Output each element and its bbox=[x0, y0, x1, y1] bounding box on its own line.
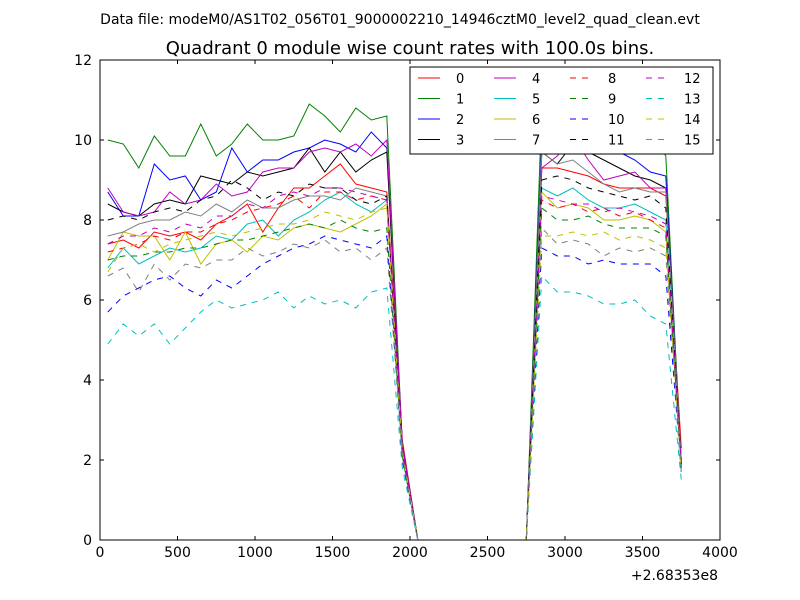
x-offset-label: +2.68353e8 bbox=[631, 568, 718, 584]
y-tick-label: 8 bbox=[83, 213, 92, 229]
legend-entry-15: 15 bbox=[646, 134, 701, 149]
legend-label: 9 bbox=[608, 93, 616, 108]
series-line-10 bbox=[107, 235, 682, 541]
legend-label: 1 bbox=[456, 93, 464, 108]
x-tick-label: 1500 bbox=[315, 545, 351, 561]
x-tick-label: 0 bbox=[96, 545, 105, 561]
series-line-12 bbox=[107, 187, 682, 541]
series-layer bbox=[107, 99, 682, 541]
legend-label: 7 bbox=[532, 134, 540, 149]
x-tick-label: 3500 bbox=[625, 545, 661, 561]
legend-label: 13 bbox=[684, 93, 701, 108]
legend-entry-10: 10 bbox=[570, 113, 625, 128]
series-line-14 bbox=[107, 207, 682, 541]
legend-entry-9: 9 bbox=[570, 93, 616, 108]
legend-label: 5 bbox=[532, 93, 540, 108]
legend-entry-8: 8 bbox=[570, 72, 616, 87]
legend-entry-14: 14 bbox=[646, 113, 701, 128]
series-line-9 bbox=[107, 207, 682, 541]
legend-entry-13: 13 bbox=[646, 93, 701, 108]
series-line-13 bbox=[107, 274, 682, 541]
y-tick-label: 6 bbox=[83, 293, 92, 309]
chart-title: Quadrant 0 module wise count rates with … bbox=[166, 38, 655, 59]
legend-label: 15 bbox=[684, 134, 701, 149]
legend-label: 0 bbox=[456, 72, 464, 87]
figure-supertitle: Data file: modeM0/AS1T02_056T01_90000022… bbox=[100, 12, 700, 28]
legend-label: 3 bbox=[456, 134, 464, 149]
legend-label: 4 bbox=[532, 72, 540, 87]
x-tick-label: 2500 bbox=[470, 545, 506, 561]
series-line-8 bbox=[107, 191, 682, 541]
legend-label: 6 bbox=[532, 113, 540, 128]
series-line-4 bbox=[107, 135, 682, 541]
y-tick-label: 2 bbox=[83, 453, 92, 469]
y-tick-label: 4 bbox=[83, 373, 92, 389]
y-tick-label: 12 bbox=[74, 53, 92, 69]
legend-entry-12: 12 bbox=[646, 72, 701, 87]
x-tick-label: 2000 bbox=[392, 545, 428, 561]
x-tick-label: 4000 bbox=[702, 545, 738, 561]
legend-entry-1: 1 bbox=[418, 93, 464, 108]
x-tick-label: 500 bbox=[164, 545, 191, 561]
legend-entry-4: 4 bbox=[494, 72, 540, 87]
legend-label: 14 bbox=[684, 113, 701, 128]
legend-entry-5: 5 bbox=[494, 93, 540, 108]
legend-entry-11: 11 bbox=[570, 134, 625, 149]
legend-label: 2 bbox=[456, 113, 464, 128]
y-tick-label: 10 bbox=[74, 133, 92, 149]
legend-label: 10 bbox=[608, 113, 625, 128]
legend-entry-0: 0 bbox=[418, 72, 464, 87]
legend-entry-3: 3 bbox=[418, 134, 464, 149]
legend-label: 12 bbox=[684, 72, 701, 87]
legend-label: 11 bbox=[608, 134, 625, 149]
x-tick-label: 1000 bbox=[237, 545, 273, 561]
series-line-15 bbox=[107, 226, 682, 541]
y-tick-label: 0 bbox=[83, 533, 92, 549]
x-axis: 0 500 1000 1500 2000 2500 3000 3500 4000 bbox=[96, 60, 738, 561]
x-tick-label: 3000 bbox=[547, 545, 583, 561]
legend-label: 8 bbox=[608, 72, 616, 87]
legend-entry-6: 6 bbox=[494, 113, 540, 128]
legend-entry-7: 7 bbox=[494, 134, 540, 149]
legend-entry-2: 2 bbox=[418, 113, 464, 128]
